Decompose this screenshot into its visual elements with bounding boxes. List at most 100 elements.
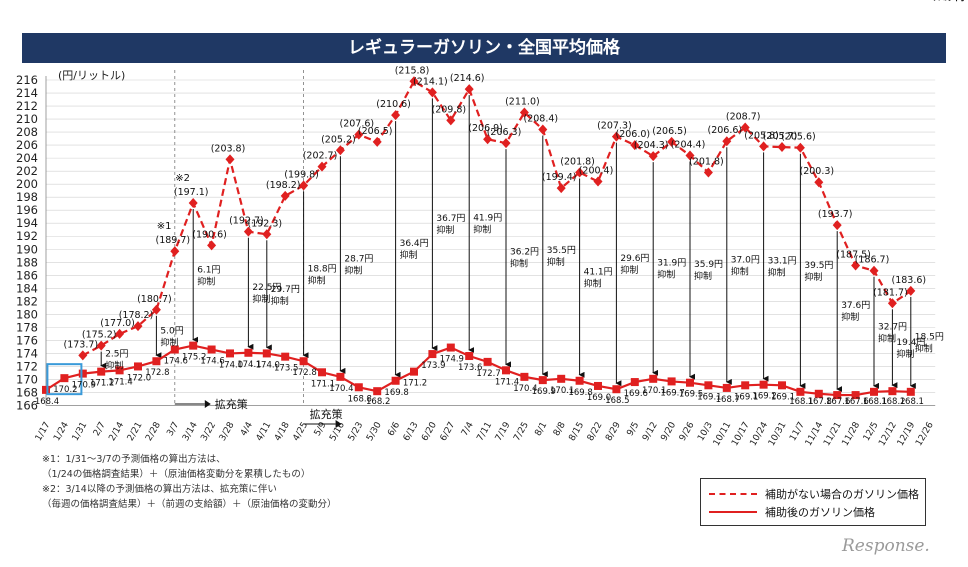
x-tick-label: 3/7 — [165, 421, 181, 439]
x-tick-label: 9/5 — [625, 421, 641, 439]
data-label-subsidized: 171.2 — [90, 379, 114, 389]
point-subsidized — [226, 349, 234, 358]
data-label-subsidized: 169.2 — [752, 392, 776, 402]
data-label-unsubsidized: (206.6) — [707, 125, 742, 136]
y-tick-label: 166 — [16, 399, 38, 413]
point-subsidized — [115, 366, 124, 375]
point-subsidized — [649, 374, 658, 383]
data-label-unsubsidized: (205.6) — [781, 132, 816, 143]
point-unsubsidized — [151, 304, 161, 315]
suppression-amount: 6.1円 — [197, 264, 220, 275]
data-label-subsidized: 170.4 — [329, 384, 353, 394]
point-unsubsidized — [538, 124, 548, 135]
data-label-unsubsidized: (201.8) — [560, 156, 595, 167]
data-label-unsubsidized: (209.8) — [431, 104, 466, 115]
data-label-subsidized: 174.9 — [440, 355, 464, 365]
point-subsidized — [189, 341, 198, 350]
x-tick-label: 1/31 — [71, 421, 90, 444]
point-subsidized — [502, 366, 510, 375]
data-label-unsubsidized: (187.5) — [836, 250, 871, 261]
x-tick-label: 4/4 — [239, 420, 255, 438]
suppression-amount: 37.6円 — [841, 300, 870, 311]
point-subsidized — [851, 391, 860, 400]
data-label-subsidized: 170.9 — [72, 381, 96, 391]
suppression-amount: 18.8円 — [308, 263, 337, 274]
data-label-subsidized: 169.8 — [384, 388, 408, 398]
data-label-subsidized: 168.2 — [881, 397, 905, 407]
point-unsubsidized — [427, 87, 437, 98]
data-label-subsidized: 168.2 — [366, 397, 390, 407]
point-unsubsidized — [96, 340, 106, 351]
point-subsidized — [299, 357, 308, 366]
y-axis-title: (円/リットル) — [58, 69, 125, 82]
data-label-subsidized: 168.8 — [348, 394, 372, 404]
suppression-sub: 抑制 — [933, 0, 951, 3]
point-subsidized — [741, 381, 750, 390]
data-label-unsubsidized: (211.0) — [505, 97, 540, 108]
suppression-amount: 22.5円 — [252, 282, 281, 293]
point-unsubsidized — [335, 145, 345, 156]
data-label-subsidized: 174.0 — [219, 360, 243, 370]
x-tick-label: 4/11 — [255, 421, 274, 444]
footnote-line-3: ※2：3/14以降の予測価格の算出方法は、拡充策に伴い — [42, 484, 277, 495]
suppression-sub: 抑制 — [915, 342, 933, 354]
suppression-sub: 抑制 — [731, 266, 749, 278]
suppression-sub: 抑制 — [694, 270, 712, 282]
point-subsidized — [465, 352, 474, 361]
data-label-subsidized: 172.8 — [145, 368, 169, 378]
data-label-unsubsidized: (197.1) — [174, 187, 209, 198]
data-label-subsidized: 172.7 — [476, 369, 500, 379]
suppression-amount: 39.5円 — [804, 260, 833, 271]
data-label-unsubsidized: (206.0) — [615, 129, 650, 140]
data-label-subsidized: 172.8 — [292, 368, 316, 378]
point-subsidized — [594, 381, 602, 390]
point-subsidized — [667, 377, 676, 386]
point-subsidized — [796, 387, 805, 396]
x-tick-label: 1/17 — [34, 421, 53, 444]
point-unsubsidized — [317, 161, 327, 172]
point-unsubsidized — [262, 229, 272, 240]
x-tick-label: 10/31 — [767, 421, 789, 448]
highlight-box — [46, 363, 83, 396]
point-unsubsidized — [556, 183, 566, 194]
suppression-sub: 抑制 — [620, 264, 638, 276]
point-unsubsidized — [78, 350, 88, 361]
y-tick-label: 214 — [16, 86, 38, 100]
x-tick-label: 2/7 — [92, 421, 108, 439]
x-tick-label: 11/28 — [841, 420, 863, 448]
point-unsubsidized — [188, 198, 198, 209]
y-tick-label: 198 — [16, 190, 38, 204]
point-unsubsidized — [869, 265, 879, 276]
y-tick-label: 172 — [16, 359, 38, 373]
data-label-unsubsidized: (181.7) — [873, 287, 908, 298]
y-tick-label: 190 — [16, 242, 38, 256]
legend-label-subsidized: 補助後のガソリン価格 — [765, 506, 875, 519]
phase-label: 拡充策 — [215, 397, 248, 411]
point-unsubsidized — [722, 136, 732, 147]
suppression-amount: 2.5円 — [105, 349, 128, 360]
point-unsubsidized — [483, 134, 493, 145]
suppression-amount: 13.6円 — [933, 0, 964, 3]
data-label-unsubsidized: (180.7) — [137, 294, 172, 305]
suppression-amount: 37.0円 — [731, 255, 760, 266]
data-label-unsubsidized: (183.6) — [891, 275, 926, 286]
point-unsubsidized — [667, 136, 677, 147]
y-tick-label: 184 — [16, 281, 38, 295]
data-label-unsubsidized: (206.5) — [652, 126, 687, 137]
y-tick-label: 210 — [16, 112, 38, 126]
data-label-subsidized: 170.1 — [550, 386, 574, 396]
point-unsubsidized — [575, 167, 585, 178]
point-unsubsidized — [611, 131, 621, 142]
data-label-subsidized: 169.9 — [532, 387, 556, 397]
point-unsubsidized — [225, 154, 235, 165]
data-label-unsubsidized: (190.6) — [192, 229, 227, 240]
suppression-amount: 5.0円 — [160, 326, 183, 337]
phase-arrow-head — [204, 400, 211, 408]
point-subsidized — [483, 357, 492, 366]
point-unsubsidized — [740, 122, 750, 133]
data-label-subsidized: 174.0 — [256, 360, 280, 370]
data-label-unsubsidized: (214.6) — [450, 73, 485, 84]
point-subsidized — [722, 383, 731, 392]
legend-item-subsidized: 補助後のガソリン価格 — [709, 503, 919, 521]
data-label-unsubsidized: (202.7) — [303, 151, 338, 162]
